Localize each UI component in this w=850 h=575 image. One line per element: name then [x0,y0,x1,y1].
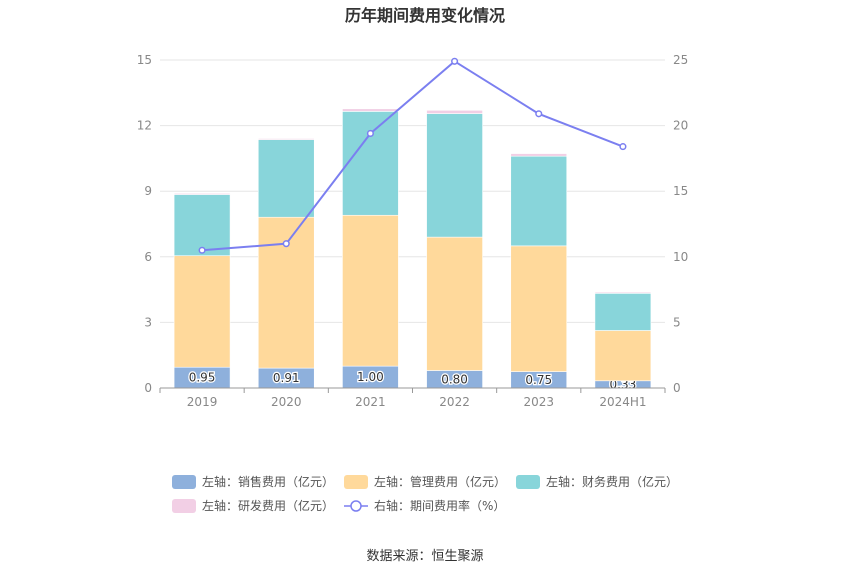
bar-data-label: 1.00 [357,370,384,384]
legend-swatch[interactable] [344,475,368,489]
grid-lines [160,59,665,323]
bar-segment-s2-2021[interactable] [342,111,399,216]
bar-segment-s3-2023[interactable] [510,153,568,157]
bar-segment-s3-2024H1[interactable] [594,291,652,294]
bar-segment-s2-2023[interactable] [510,155,568,247]
x-axis: 2019 2020 2021 2022 2023 2024H1 [159,387,666,409]
x-tick-label: 2023 [523,395,554,409]
bar-segment-s2-2022[interactable] [426,113,483,238]
left-tick-label: 0 [144,381,152,395]
right-tick-label: 20 [673,119,688,133]
chart-title: 历年期间费用变化情况 [345,6,505,25]
rate-line-path [202,60,624,252]
bar-segment-s3-2020[interactable] [257,138,315,140]
bar-segment-s1-2024H1[interactable] [594,330,652,382]
left-y-axis: 0 3 6 9 12 15 [137,53,152,395]
x-tick-label: 2020 [271,395,302,409]
legend-label[interactable]: 左轴：财务费用（亿元） [546,474,678,489]
bar-segment-s2-2019[interactable] [173,194,231,257]
bar-data-label: 0.95 [189,371,216,385]
rate-point-2019[interactable] [198,246,206,254]
rate-point-2023[interactable] [535,110,543,118]
legend-label[interactable]: 左轴：销售费用（亿元） [202,474,334,489]
right-y-axis: 0 5 10 15 20 25 [673,53,688,395]
right-tick-label: 0 [673,381,681,395]
left-tick-label: 3 [144,315,152,329]
bar-data-label: 0.75 [525,373,552,387]
bar-segment-s1-2023[interactable] [510,245,568,372]
legend-swatch[interactable] [516,475,540,489]
left-tick-label: 12 [137,119,152,133]
stacked-bars: 0.95 0.91 1.00 0.80 0.75 0.33 [173,108,652,393]
bar-segment-s2-2024H1[interactable] [594,293,652,331]
bar-segment-s1-2019[interactable] [173,255,231,368]
right-tick-label: 5 [673,315,681,329]
legend-marker[interactable] [350,500,362,512]
x-tick-label: 2022 [439,395,470,409]
left-tick-label: 15 [137,53,152,67]
right-tick-label: 25 [673,53,688,67]
x-tick-label: 2021 [355,395,386,409]
x-tick-label: 2019 [187,395,218,409]
x-tick-label: 2024H1 [599,395,646,409]
bar-segment-s3-2021[interactable] [342,108,399,112]
bar-segment-s1-2021[interactable] [342,214,399,367]
rate-point-2022[interactable] [451,57,459,65]
legend-label[interactable]: 左轴：研发费用（亿元） [202,498,334,513]
bar-data-label: 0.91 [273,371,300,385]
legend-label[interactable]: 右轴：期间费用率（%） [374,498,505,513]
rate-point-2021[interactable] [366,129,374,138]
right-tick-label: 10 [673,250,688,264]
bar-segment-s1-2020[interactable] [257,216,315,369]
bar-segment-s2-2020[interactable] [257,139,315,218]
rate-point-2024H1[interactable] [619,143,627,151]
legend-swatch[interactable] [172,475,196,489]
legend-label[interactable]: 左轴：管理费用（亿元） [374,474,506,489]
expense-rate-line [198,57,627,254]
bar-segment-s1-2022[interactable] [426,236,483,371]
right-tick-label: 15 [673,184,688,198]
legend-swatch[interactable] [172,499,196,513]
bar-data-label: 0.80 [441,372,468,386]
data-source: 数据来源：恒生聚源 [366,549,483,564]
bar-segment-s3-2019[interactable] [173,193,231,195]
rate-point-2020[interactable] [282,240,290,248]
left-tick-label: 9 [144,184,152,198]
legend[interactable]: 左轴：销售费用（亿元） 左轴：管理费用（亿元） 左轴：财务费用（亿元） 左轴：研发费用… [172,474,678,513]
left-tick-label: 6 [144,250,152,264]
bar-segment-s3-2022[interactable] [426,109,483,114]
